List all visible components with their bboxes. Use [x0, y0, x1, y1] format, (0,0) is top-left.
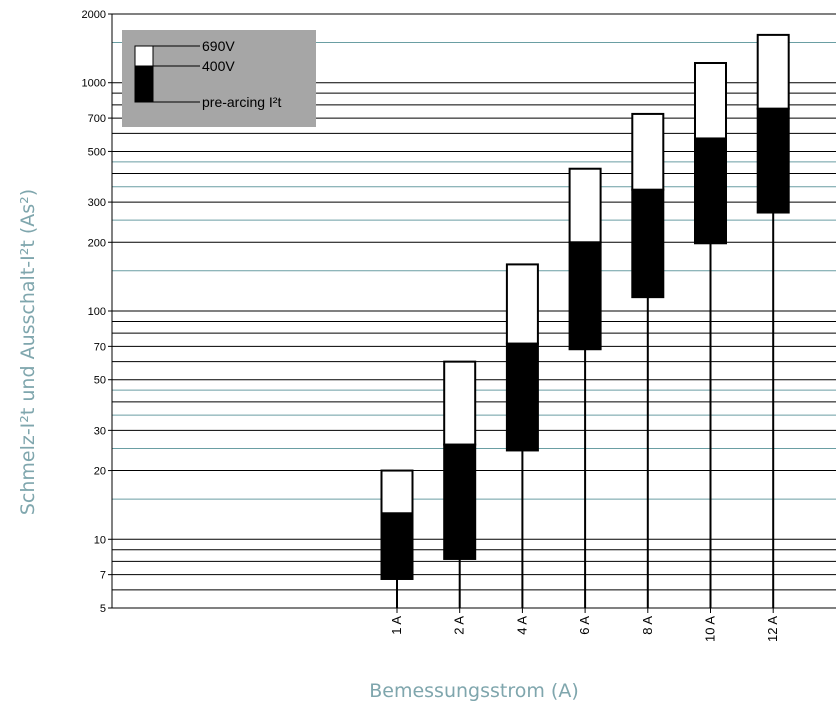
- y-tick-label: 50: [94, 375, 106, 387]
- legend-label: 690V: [202, 38, 235, 54]
- bar-690v: [505, 263, 539, 345]
- bar-690v: [568, 167, 602, 244]
- x-tick-label: 10 A: [703, 616, 718, 642]
- bar-690v: [380, 469, 414, 515]
- bar-690v: [443, 360, 477, 446]
- bar-690v: [694, 62, 727, 140]
- x-tick-label: 1 A: [389, 616, 404, 635]
- y-tick-label: 2000: [82, 9, 106, 21]
- y-tick-label: 500: [88, 146, 106, 158]
- x-tick-label: 4 A: [514, 616, 529, 635]
- y-tick-label: 700: [88, 113, 106, 125]
- y-tick-label: 5: [100, 603, 106, 615]
- x-tick-label: 2 A: [452, 616, 467, 635]
- legend-swatch-690v: [134, 45, 154, 67]
- bar-400v: [694, 137, 727, 245]
- x-tick-label: 8 A: [640, 616, 655, 635]
- y-tick-label: 200: [88, 237, 106, 249]
- y-tick-label: 300: [88, 197, 106, 209]
- x-tick-labels: 1 A 2 A 4 A 6 A 8 A 10 A 12 A: [389, 608, 780, 642]
- bar-690v: [631, 112, 665, 191]
- x-axis-title: Bemessungsstrom (A): [369, 680, 579, 702]
- x-tick-label: 6 A: [577, 616, 592, 635]
- y-tick-label: 100: [88, 306, 106, 318]
- y-tick-label: 10: [94, 534, 106, 546]
- bar-400v: [380, 512, 414, 580]
- y-axis-title: Schmelz-I²t und Ausschalt-I²t (As²): [17, 189, 39, 515]
- y-tick-labels: 5 7 10 20 30 50 70 100 200 300 500 700 1000 2000: [82, 9, 112, 615]
- bars: [380, 33, 790, 608]
- bar-400v: [631, 188, 665, 299]
- bar-400v: [443, 443, 477, 560]
- y-tick-label: 1000: [82, 78, 106, 90]
- y-tick-label: 70: [94, 341, 106, 353]
- legend: 690V 400V pre-arcing I²t: [122, 30, 316, 127]
- y-tick-label: 7: [100, 570, 106, 582]
- legend-label: 400V: [202, 58, 235, 74]
- y-tick-label: 20: [94, 466, 106, 478]
- bar-690v: [756, 33, 790, 110]
- bar-400v: [505, 342, 539, 452]
- x-tick-label: 12 A: [765, 616, 780, 642]
- y-tick-label: 30: [94, 425, 106, 437]
- bar-400v: [568, 241, 602, 351]
- legend-label: pre-arcing I²t: [202, 94, 281, 110]
- legend-swatch-400v: [134, 65, 154, 103]
- bar-400v: [756, 107, 790, 214]
